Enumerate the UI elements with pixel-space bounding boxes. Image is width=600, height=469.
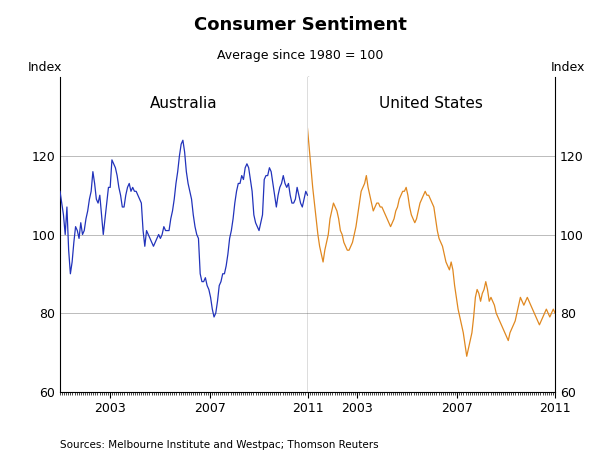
Text: Index: Index [550, 61, 585, 74]
Text: Index: Index [28, 61, 62, 74]
Text: Sources: Melbourne Institute and Westpac; Thomson Reuters: Sources: Melbourne Institute and Westpac… [60, 440, 379, 450]
Text: Average since 1980 = 100: Average since 1980 = 100 [217, 49, 383, 62]
Text: Australia: Australia [150, 96, 218, 111]
Text: Consumer Sentiment: Consumer Sentiment [194, 16, 406, 34]
Text: United States: United States [379, 96, 483, 111]
